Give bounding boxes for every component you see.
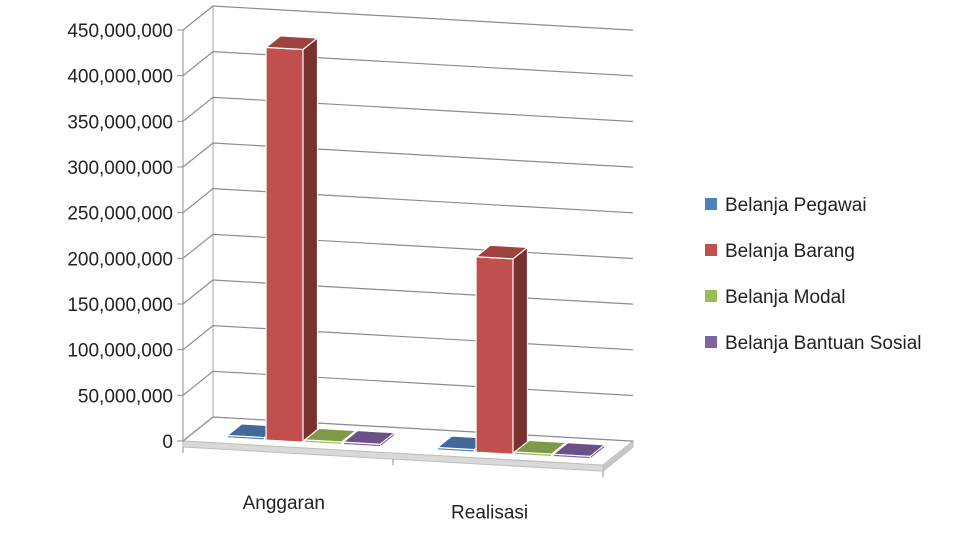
y-tick-label: 200,000,000 [67, 249, 173, 270]
bar-side-face [302, 36, 318, 444]
bar-belanja-modal-realisasi [513, 439, 568, 458]
gridlines [177, 5, 634, 478]
y-tick-label: 100,000,000 [67, 341, 173, 362]
bar-top-face [474, 244, 529, 260]
bar-side-face [512, 246, 528, 456]
gridline [182, 5, 634, 31]
gridline [182, 233, 634, 260]
bar-top-face [303, 427, 358, 443]
legend-label: Belanja Bantuan Sosial [725, 333, 921, 354]
x-category-label: Anggaran [243, 493, 325, 514]
y-tick-label: 50,000,000 [78, 386, 173, 407]
gridline [182, 370, 634, 397]
legend-swatch [705, 198, 717, 210]
bar-front-face [475, 256, 514, 455]
gridline [182, 142, 634, 168]
legend-swatch [705, 290, 717, 302]
bar-front-face [265, 46, 304, 443]
y-tick-label: 400,000,000 [67, 67, 173, 88]
gridline [182, 188, 634, 214]
y-tick-label: 450,000,000 [67, 21, 173, 42]
chart-walls [181, 6, 635, 473]
y-tick-label: 350,000,000 [67, 112, 173, 133]
y-axis-tick-labels: 0 50,000,000 100,000,000 150,000,000 200,000… [67, 21, 173, 453]
x-category-label: Realisasi [451, 503, 528, 524]
bar-top-face [513, 439, 568, 455]
bar-top-face [341, 429, 397, 445]
bar-belanja-barang-realisasi [474, 244, 529, 456]
y-tick-label: 300,000,000 [67, 158, 173, 179]
legend-label: Belanja Pegawai [725, 195, 867, 216]
bar-belanja-barang-anggaran [264, 35, 319, 444]
bar-belanja-bantuan-sosial-anggaran [341, 429, 397, 448]
legend-label: Belanja Modal [725, 287, 845, 308]
legend-label: Belanja Barang [725, 241, 855, 262]
y-tick-label: 0 [162, 432, 173, 453]
bars [225, 35, 607, 460]
gridline [182, 51, 634, 77]
bar-top-face [264, 35, 319, 51]
bar-belanja-bantuan-sosial-realisasi [551, 442, 607, 460]
gridline [182, 325, 634, 351]
y-tick-label: 250,000,000 [67, 204, 173, 225]
legend: Belanja Pegawai Belanja Barang Belanja Mod… [705, 195, 921, 354]
legend-swatch [705, 336, 717, 348]
y-tick-label: 150,000,000 [67, 295, 173, 316]
gridline [182, 279, 634, 305]
bar-top-face [551, 442, 607, 457]
legend-swatch [705, 244, 717, 256]
gridline [182, 96, 634, 123]
floor-edge-side [602, 440, 634, 473]
x-axis-category-labels: Anggaran Realisasi [243, 493, 529, 524]
